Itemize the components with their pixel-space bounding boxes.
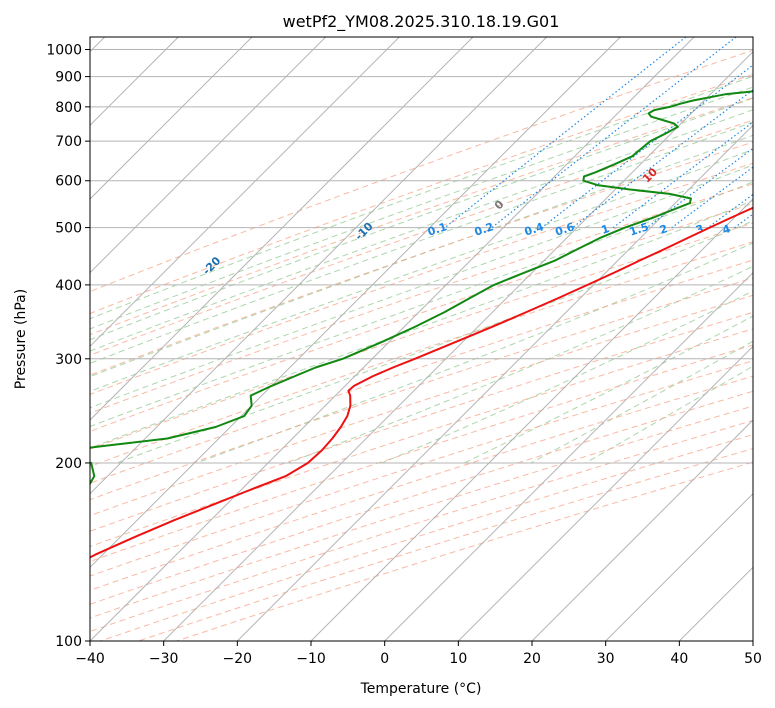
x-tick-label: −40 [75,651,105,667]
dry-adiabat [90,141,753,376]
mixing-ratio-line [572,89,753,229]
plot-frame [89,36,754,642]
isotherm [531,419,753,641]
isotherm [457,345,753,641]
x-tick-label: 50 [744,651,762,667]
moist-adiabat [90,109,753,352]
moist-adiabat [90,181,753,427]
moist-adiabat [90,134,753,378]
moist-adiabat [463,315,753,464]
y-tick-label: 800 [55,100,82,116]
y-axis-title: Pressure (hPa) [13,289,29,389]
moist-adiabat [90,200,753,449]
dry-adiabat [90,97,753,336]
isotherm [236,124,753,641]
y-axis: 100 200 300 400 500 600 700 800 900 1000 [46,43,90,650]
y-tick-label: 200 [55,456,82,472]
y-tick-label: 600 [55,174,82,190]
x-tick-label: −10 [296,651,326,667]
isotherm [90,37,253,200]
mixing-ratio-label: 0.1 [426,220,449,238]
moist-adiabat [90,148,753,392]
x-tick-label: 40 [670,651,688,667]
dry-adiabat [90,390,753,605]
moist-adiabat [90,97,753,341]
y-tick-label: 100 [55,634,82,650]
dry-adiabat [90,311,753,532]
chart-title: wetPf2_YM08.2025.310.18.19.G01 [283,12,560,32]
x-tick-label: 20 [523,651,541,667]
dry-adiabat [90,162,753,395]
mixing-ratio-line [671,166,753,229]
dry-adiabat [90,360,753,577]
dry-adiabats [90,49,753,641]
isotherm [90,37,621,569]
dry-adiabat [90,222,753,450]
plot-area: 0.10.20.40.611.52346810131620253036-100-… [90,37,753,641]
moist-adiabats [90,75,753,464]
dry-adiabat [90,73,753,315]
y-tick-label: 1000 [46,43,82,59]
y-tick-label: 900 [55,70,82,86]
mixing-ratio-label: 0.2 [473,220,496,238]
profile-series [90,90,753,559]
mixing-ratio-label: 2 [658,222,669,237]
mixing-ratio-label: 0.4 [523,220,546,238]
moist-adiabat [90,164,753,409]
isotherm [384,271,753,641]
x-tick-label: 30 [597,651,615,667]
x-tick-label: 0 [380,651,389,667]
isotherm [90,37,400,348]
dry-adiabat [90,183,753,414]
dry-adiabat [90,49,753,293]
y-tick-label: 700 [55,134,82,150]
y-tick-label: 400 [55,278,82,294]
mixing-ratio-label: 3 [694,222,705,237]
isotherms [90,37,753,641]
mixing-ratio-lines [444,37,753,229]
dry-adiabat [90,328,753,548]
mixing-ratio-label: 0.6 [554,220,577,238]
isotherm [90,37,474,421]
isotherm [90,37,327,274]
mixing-ratio-label: 1 [600,222,611,237]
isotherm [90,37,548,495]
isobars [90,49,753,641]
x-tick-label: −30 [149,651,179,667]
isotherm [605,492,753,641]
isotherm [90,37,695,641]
moist-adiabat [90,86,753,330]
x-axis: −40 −30 −20 −10 0 10 20 30 40 50 [75,641,762,667]
moist-adiabat [90,121,753,364]
y-tick-label: 300 [55,352,82,368]
isotherm [310,198,753,641]
isotherm [163,50,753,641]
dry-adiabat [90,277,753,501]
mixing-ratio-label: 4 [721,222,733,237]
dewpoint-line [90,90,753,486]
x-tick-label: 10 [449,651,467,667]
y-tick-label: 500 [55,221,82,237]
dry-adiabat [90,259,753,484]
x-tick-label: −20 [223,651,253,667]
moist-adiabat [381,290,753,464]
temperature-line [90,206,753,559]
moist-adiabat [196,242,753,464]
moist-adiabat [90,75,753,320]
mixing-ratio-line [541,64,753,229]
x-axis-title: Temperature (°C) [360,681,482,697]
